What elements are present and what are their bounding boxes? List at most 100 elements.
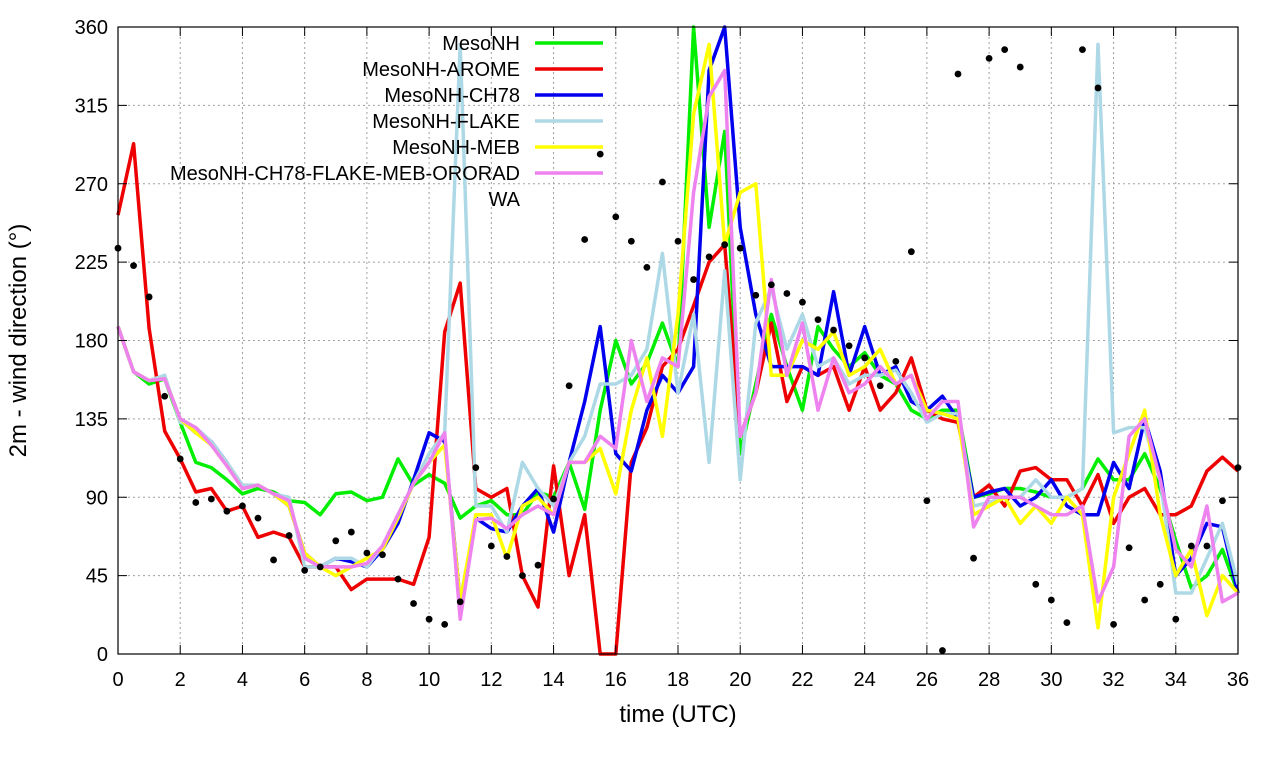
data-point-wa [1079,46,1086,54]
x-tick-label: 8 [361,669,372,691]
data-point-wa [176,455,184,463]
data-point-wa [1156,580,1164,588]
axis-ticks: 0 2 4 6 8 10 12 14 16 18 20 22 24 26 28 30 32 34 360459013… [75,17,1250,691]
data-point-wa [379,551,386,559]
x-tick-label: 30 [1040,669,1062,691]
data-point-wa [752,291,760,299]
data-point-wa [643,263,651,271]
data-point-wa [472,464,480,472]
x-tick-label: 18 [667,669,689,691]
data-point-wa [1032,580,1040,588]
data-point-wa [332,537,340,545]
data-point-wa [970,554,977,562]
legend-label: MesoNH-AROME [362,59,520,81]
data-point-wa [456,598,464,606]
x-tick-label: 4 [237,669,248,691]
data-point-wa [519,572,526,580]
data-point-wa [1141,596,1149,604]
legend: MesoNH MesoNH-AROME MesoNH-CH78 MesoNH-FLAK… [170,33,603,211]
data-point-wa [767,281,775,289]
data-point-wa [192,499,200,506]
x-tick-label: 16 [605,669,627,691]
data-point-wa [1047,596,1055,604]
x-tick-label: 6 [299,669,310,691]
data-point-wa [285,532,293,539]
data-point-wa [239,502,246,510]
data-point-wa [892,358,900,365]
data-point-wa [1219,497,1226,505]
y-tick-label: 225 [75,252,108,274]
data-point-wa [814,316,822,323]
x-tick-label: 20 [729,669,751,691]
data-point-wa [145,293,153,301]
data-point-wa [301,567,309,574]
data-point-wa [690,276,697,283]
data-point-wa [1110,620,1117,628]
data-point-wa [674,237,682,245]
legend-label: WA [489,189,521,211]
data-point-wa [954,70,962,78]
series-line-mesonh-ch78-flake-meb-ororad [116,68,1239,621]
data-point-wa [845,342,853,350]
data-point-wa [659,178,666,186]
data-point-wa [425,615,433,623]
x-tick-label: 2 [175,669,186,691]
x-tick-label: 22 [791,669,813,691]
x-tick-label: 34 [1165,669,1187,691]
data-point-wa [612,213,620,221]
data-point-wa [223,507,231,515]
x-tick-label: 0 [112,669,123,691]
data-point-wa [985,54,993,62]
x-tick-label: 28 [978,669,1000,691]
data-point-wa [550,495,557,503]
legend-label: MesoNH-FLAKE [372,111,520,133]
data-point-wa [1187,542,1195,550]
observation-points [114,46,1242,654]
data-point-wa [1001,46,1009,54]
y-tick-label: 360 [75,17,108,39]
y-tick-label: 135 [75,409,108,431]
data-point-wa [876,382,884,390]
data-point-wa [1172,615,1180,623]
data-point-wa [736,244,744,252]
x-axis-title: time (UTC) [619,701,736,728]
data-point-wa [1063,619,1071,627]
data-point-wa [270,556,277,564]
data-point-wa [161,392,169,400]
x-tick-label: 26 [916,669,938,691]
data-point-wa [627,237,635,245]
data-point-wa [705,253,713,261]
data-point-wa [783,290,791,297]
x-tick-label: 10 [418,669,440,691]
data-point-wa [254,514,262,522]
data-point-wa [581,236,589,243]
data-point-wa [534,561,542,569]
x-tick-label: 24 [854,669,876,691]
data-point-wa [861,354,869,362]
x-tick-label: 32 [1102,669,1124,691]
data-point-wa [394,575,402,583]
y-tick-label: 0 [97,644,108,666]
data-point-wa [487,542,495,550]
legend-label: MesoNH [442,33,520,55]
data-point-wa [565,382,573,390]
data-point-wa [363,549,371,557]
data-point-wa [1125,544,1133,552]
y-axis-title: 2m - wind direction (°) [5,224,32,458]
data-point-wa [907,248,915,256]
data-point-wa [410,600,417,607]
legend-label: MesoNH-CH78-FLAKE-MEB-ORORAD [170,163,520,185]
data-point-wa [1016,63,1024,71]
data-point-wa [1203,542,1211,550]
series-lines [116,25,1240,656]
x-tick-label: 36 [1227,669,1249,691]
data-point-wa [503,553,511,560]
data-point-wa [830,326,837,334]
legend-label: MesoNH-MEB [392,137,520,159]
x-tick-label: 12 [480,669,502,691]
data-point-wa [721,241,729,249]
series-line-mesonh-flake [116,42,1240,595]
y-tick-label: 45 [86,566,108,588]
data-point-wa [799,298,806,306]
